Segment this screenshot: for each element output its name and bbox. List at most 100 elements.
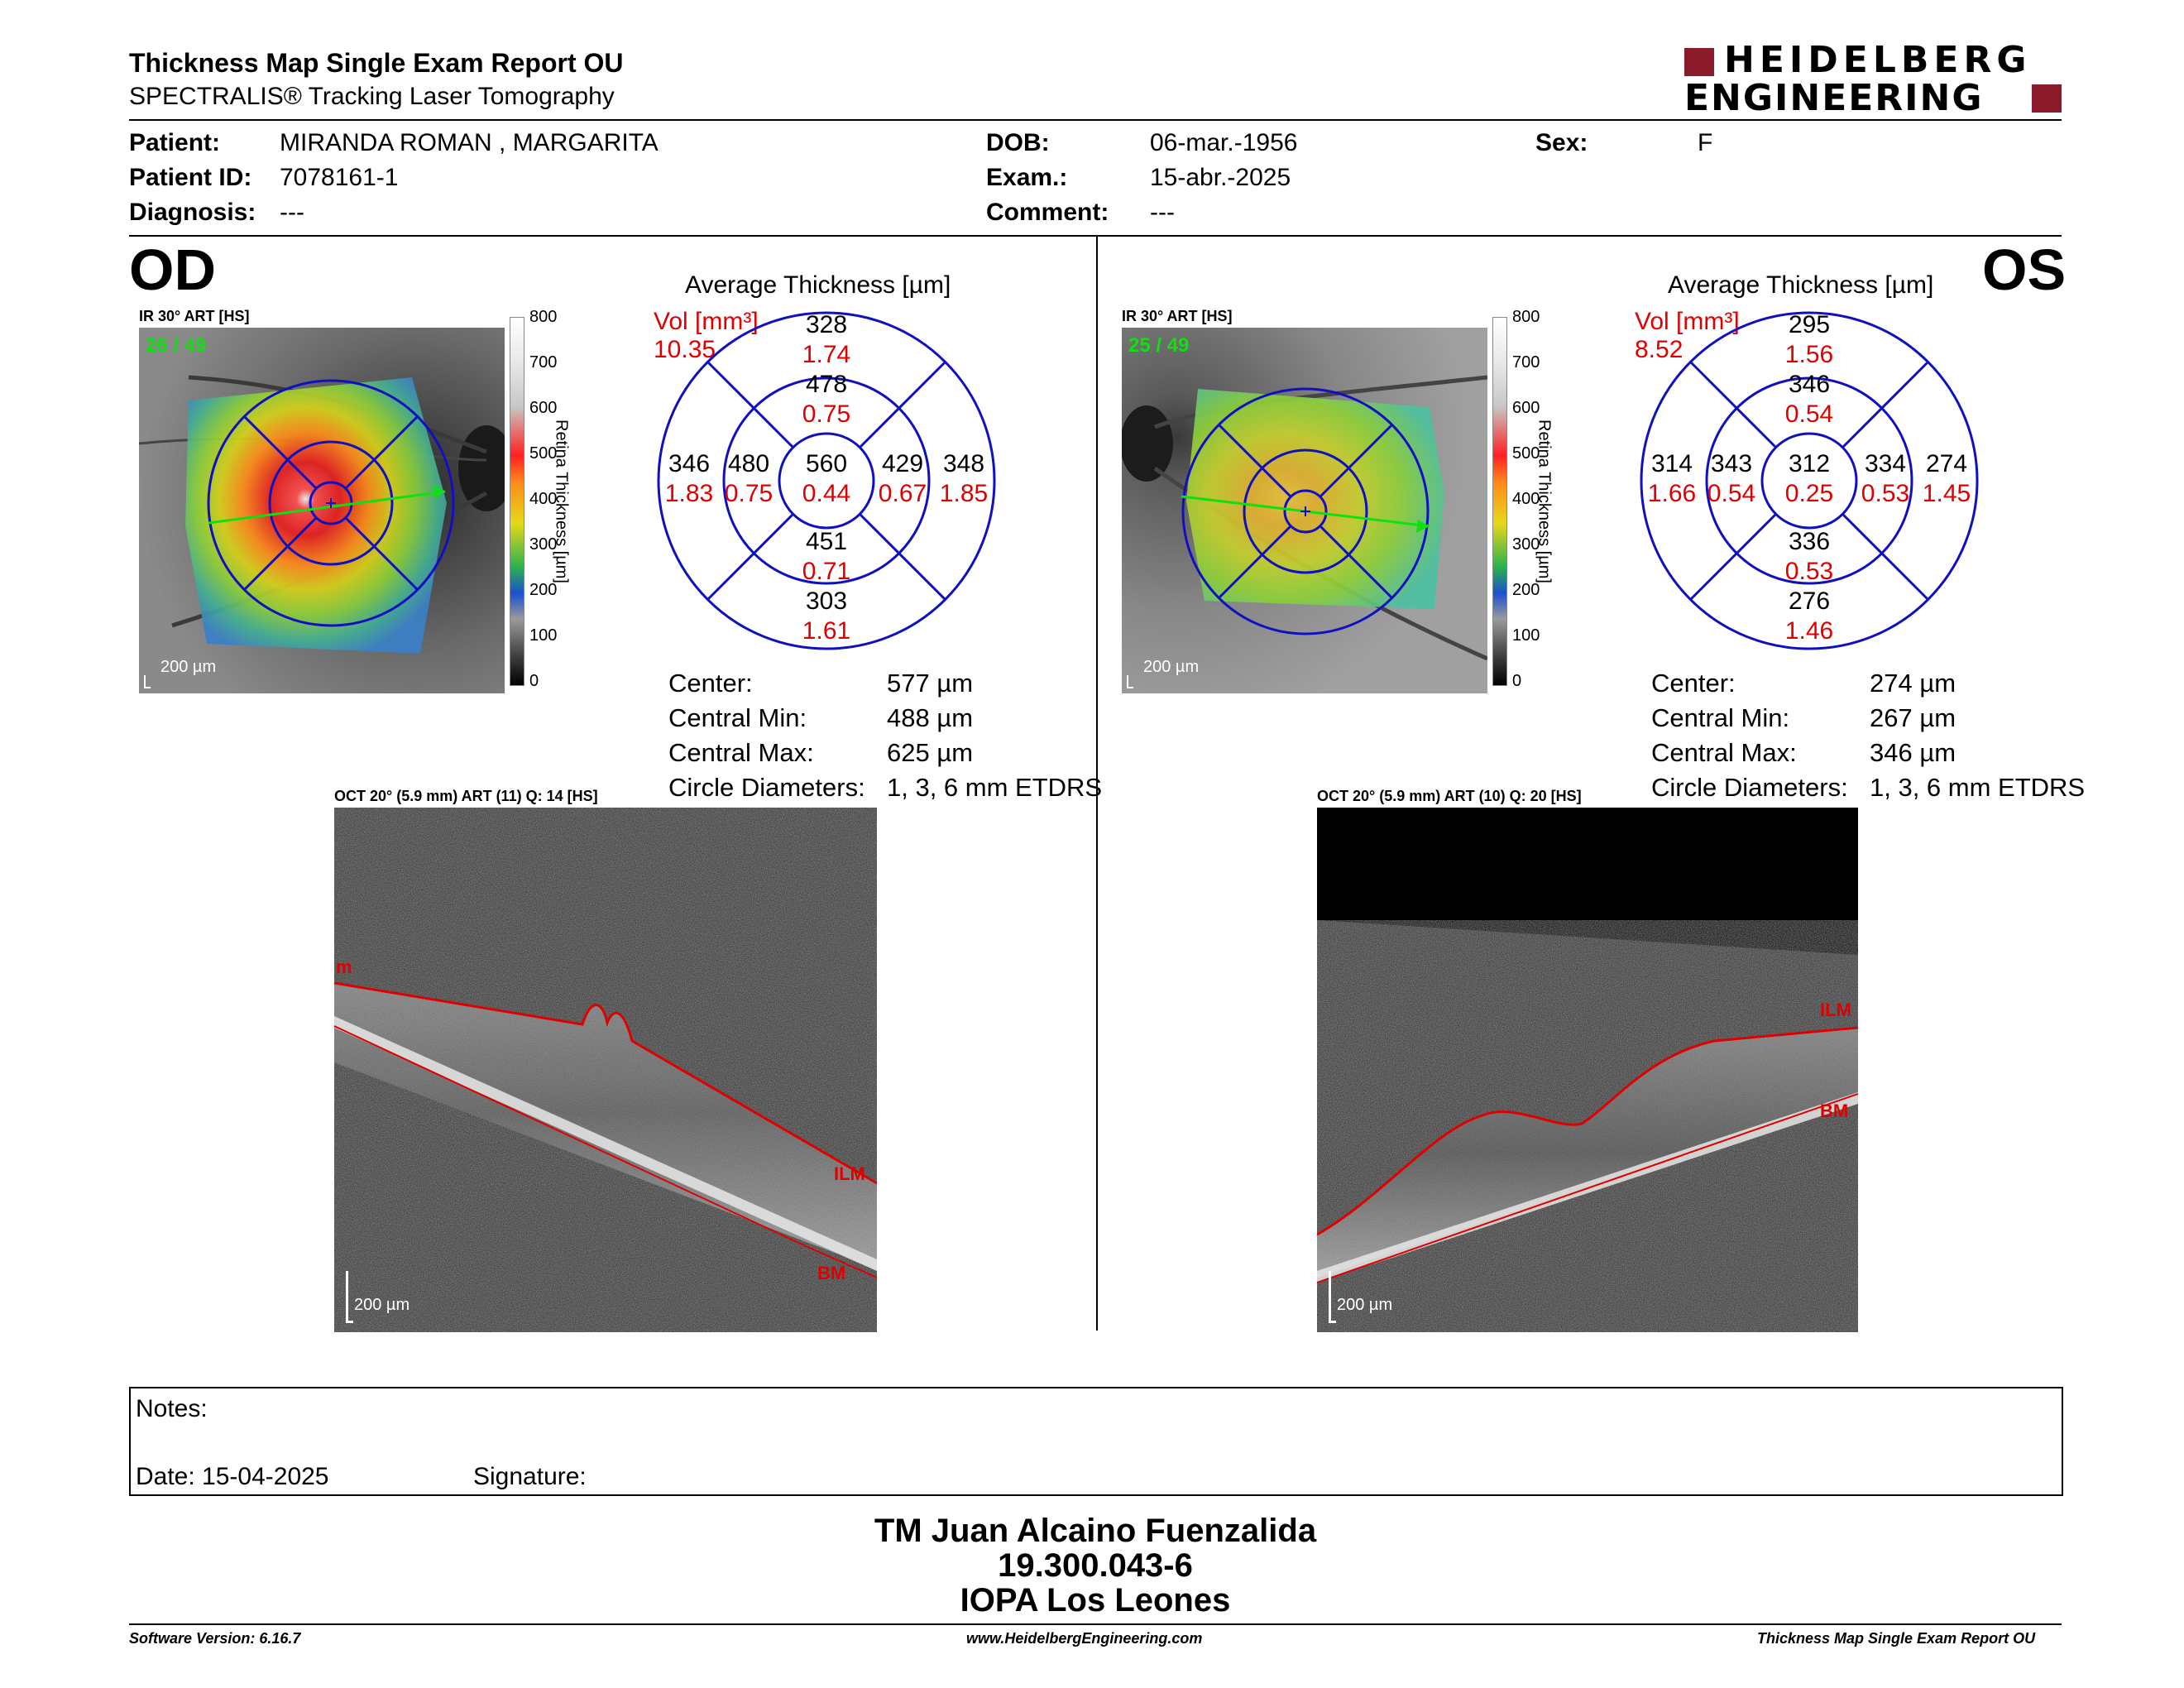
logo-square-bottom <box>2032 84 2062 113</box>
os-inner-left-thickness: 343 <box>1710 450 1753 477</box>
od-frame-counter: 26 / 49 <box>146 334 207 357</box>
od-tick-600: 600 <box>529 399 558 417</box>
os-inner-left-volume: 0.54 <box>1707 480 1756 507</box>
od-oct-scale: 200 µm <box>354 1296 410 1314</box>
od-oct-label: OCT 20° (5.9 mm) ART (11) Q: 14 [HS] <box>334 788 598 804</box>
os-outer-right-thickness: 274 <box>1925 450 1968 477</box>
od-outer-bottom-thickness: 303 <box>805 587 848 615</box>
os-tick-600: 600 <box>1512 399 1540 417</box>
od-tick-500: 500 <box>529 444 558 463</box>
os-inner-right-thickness: 334 <box>1864 450 1907 477</box>
report-title: Thickness Map Single Exam Report OU <box>129 48 624 78</box>
os-eye-label: OS <box>1982 237 2067 302</box>
os-max-value: 346 µm <box>1870 738 1956 767</box>
os-outer-top-thickness: 295 <box>1788 311 1831 338</box>
os-scale-label: 200 µm <box>1143 658 1200 676</box>
os-tick-300: 300 <box>1512 535 1540 554</box>
od-colorbar-ticks: 800 700 600 500 400 300 200 100 0 <box>529 308 563 697</box>
os-max-label: Central Max: <box>1651 738 1797 767</box>
patient-name: MIRANDA ROMAN , MARGARITA <box>280 129 659 156</box>
os-frame-counter: 25 / 49 <box>1128 334 1190 357</box>
os-scale-bar-icon <box>1127 675 1133 688</box>
os-outer-bottom-thickness: 276 <box>1788 587 1831 615</box>
od-colorbar-title: Retina Thickness [µm] <box>552 420 571 583</box>
od-center-value: 577 µm <box>887 669 974 698</box>
exam-value: 15-abr.-2025 <box>1150 164 1291 191</box>
os-outer-top-volume: 1.56 <box>1784 341 1834 368</box>
signatory-id: 19.300.043-6 <box>998 1547 1193 1584</box>
od-inner-left-thickness: 480 <box>727 450 770 477</box>
os-oct-scale-icon <box>1329 1271 1336 1323</box>
notes-box[interactable]: Notes: Date: 15-04-2025 Signature: <box>129 1387 2063 1496</box>
os-inner-right-volume: 0.53 <box>1861 480 1910 507</box>
os-oct-label: OCT 20° (5.9 mm) ART (10) Q: 20 [HS] <box>1317 788 1582 804</box>
os-diam-value: 1, 3, 6 mm ETDRS <box>1870 773 2086 802</box>
comment-label: Comment: <box>986 199 1109 226</box>
od-center-label: Center: <box>668 669 753 698</box>
od-tick-300: 300 <box>529 535 558 554</box>
signatory-clinic: IOPA Los Leones <box>960 1582 1231 1618</box>
logo-word-heidelberg: HEIDELBERG <box>1724 39 2032 81</box>
exam-label: Exam.: <box>986 164 1068 191</box>
os-inner-bottom-volume: 0.53 <box>1784 558 1834 585</box>
od-inner-top-volume: 0.75 <box>802 400 851 428</box>
comment-value: --- <box>1150 199 1175 226</box>
dob-value: 06-mar.-1956 <box>1150 129 1298 156</box>
od-max-label: Central Max: <box>668 738 814 767</box>
sex-label: Sex: <box>1535 129 1588 156</box>
os-inner-top-volume: 0.54 <box>1784 400 1834 428</box>
eye-divider <box>1096 237 1098 1331</box>
os-outer-left-thickness: 314 <box>1650 450 1693 477</box>
od-min-value: 488 µm <box>887 703 974 732</box>
os-inner-bottom-thickness: 336 <box>1788 528 1831 555</box>
footer-divider <box>129 1623 2062 1625</box>
od-ilm-tag: ILM <box>834 1163 865 1184</box>
od-oct-scale-icon <box>346 1271 353 1323</box>
os-tick-100: 100 <box>1512 626 1540 645</box>
od-tick-0: 0 <box>529 672 539 690</box>
od-tick-100: 100 <box>529 626 558 645</box>
signature-label: Signature: <box>473 1463 587 1490</box>
od-tick-400: 400 <box>529 490 558 508</box>
od-diam-label: Circle Diameters: <box>668 773 865 802</box>
od-inner-right-volume: 0.67 <box>878 480 927 507</box>
od-inner-top-thickness: 478 <box>805 371 848 398</box>
os-min-label: Central Min: <box>1651 703 1790 732</box>
logo-square-top <box>1684 48 1714 76</box>
os-outer-left-volume: 1.66 <box>1647 480 1697 507</box>
od-scale-label: 200 µm <box>160 658 217 676</box>
od-ir-label: IR 30° ART [HS] <box>139 308 250 324</box>
od-vol-label: Vol [mm³] <box>654 308 759 335</box>
os-ilm-tag: ILM <box>1820 1000 1851 1020</box>
os-tick-500: 500 <box>1512 444 1540 463</box>
os-ir-label: IR 30° ART [HS] <box>1122 308 1233 324</box>
os-tick-700: 700 <box>1512 353 1540 372</box>
od-outer-right-volume: 1.85 <box>939 480 989 507</box>
os-center-value: 274 µm <box>1870 669 1956 698</box>
od-eye-label: OD <box>129 237 216 302</box>
od-tick-700: 700 <box>529 353 558 372</box>
od-inner-right-thickness: 429 <box>881 450 924 477</box>
os-tick-400: 400 <box>1512 490 1540 508</box>
os-bm-tag: BM <box>1820 1101 1849 1121</box>
os-diam-label: Circle Diameters: <box>1651 773 1848 802</box>
report-subtitle: SPECTRALIS® Tracking Laser Tomography <box>129 83 615 110</box>
od-inner-left-volume: 0.75 <box>724 480 774 507</box>
diagnosis-label: Diagnosis: <box>129 199 256 226</box>
dob-label: DOB: <box>986 129 1050 156</box>
footer-report-name: Thickness Map Single Exam Report OU <box>1757 1630 2036 1647</box>
od-oct-bscan: m ILM BM 200 µm <box>334 808 877 1332</box>
os-tick-200: 200 <box>1512 581 1540 599</box>
os-colorbar-title: Retina Thickness [µm] <box>1535 420 1554 583</box>
os-avg-title: Average Thickness [µm] <box>1668 271 1934 299</box>
od-inner-bottom-volume: 0.71 <box>802 558 851 585</box>
notes-date: Date: 15-04-2025 <box>136 1463 329 1490</box>
od-diam-value: 1, 3, 6 mm ETDRS <box>887 773 1103 802</box>
os-vol-value: 8.52 <box>1635 336 1684 363</box>
od-outer-top-volume: 1.74 <box>802 341 851 368</box>
website-link[interactable]: www.HeidelbergEngineering.com <box>966 1630 1203 1647</box>
od-vol-value: 10.35 <box>654 336 716 363</box>
od-max-value: 625 µm <box>887 738 974 767</box>
od-colorbar <box>510 317 524 686</box>
od-outer-left-volume: 1.83 <box>664 480 714 507</box>
